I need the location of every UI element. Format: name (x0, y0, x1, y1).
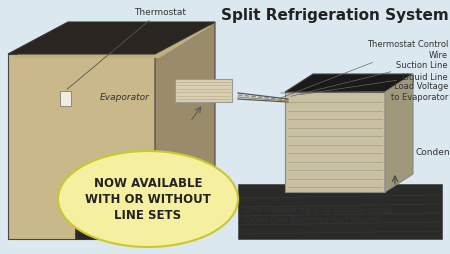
Bar (60, 92, 71, 107)
Text: Evaporator: Evaporator (100, 93, 150, 102)
Polygon shape (8, 23, 215, 55)
Text: Split Refrigeration System: Split Refrigeration System (221, 8, 449, 23)
Polygon shape (12, 27, 211, 59)
Text: Condensor: Condensor (415, 147, 450, 156)
Polygon shape (285, 75, 413, 93)
Text: Load Voltage
to Evaporator: Load Voltage to Evaporator (281, 82, 448, 101)
Polygon shape (175, 80, 232, 103)
Bar (75, 174, 103, 239)
Text: Drain Line Required (not shown): Drain Line Required (not shown) (245, 215, 381, 224)
Text: Suction Line: Suction Line (291, 60, 448, 97)
Polygon shape (155, 23, 215, 239)
Polygon shape (385, 75, 413, 192)
Text: Liquid Line: Liquid Line (301, 72, 448, 95)
Ellipse shape (58, 151, 238, 247)
Text: NOW AVAILABLE
WITH OR WITHOUT
LINE SETS: NOW AVAILABLE WITH OR WITHOUT LINE SETS (85, 177, 211, 222)
Text: Line voltage back to breaker panel: Line voltage back to breaker panel (245, 205, 392, 214)
Polygon shape (238, 184, 442, 239)
Text: Thermostat: Thermostat (67, 8, 186, 90)
Polygon shape (285, 93, 385, 192)
Text: Thermostat Control
Wire: Thermostat Control Wire (281, 40, 448, 99)
Polygon shape (8, 55, 155, 239)
